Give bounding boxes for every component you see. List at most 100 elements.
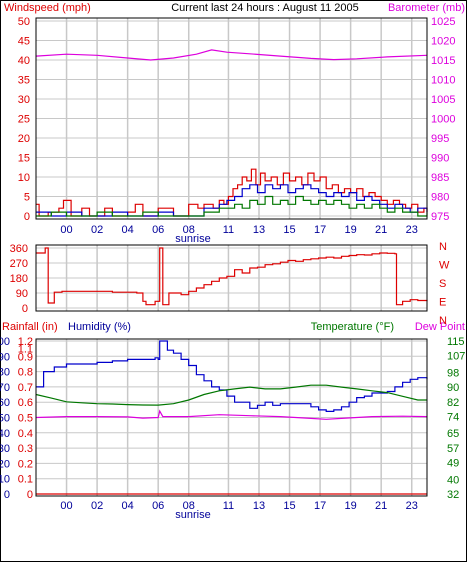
barometer-tick-label-6: 1005 xyxy=(431,94,455,106)
temperature-tick-label-5: 74 xyxy=(447,412,459,424)
barometer-tick-label-4: 995 xyxy=(431,133,449,145)
x-tick-label-1-9: 19 xyxy=(345,500,357,512)
compass-label-0: N xyxy=(439,241,447,253)
barometer-axis-title: Barometer (mb) xyxy=(388,2,465,14)
barometer-tick-label-3: 990 xyxy=(431,153,449,165)
rainfall-tick-label-2: 0.2 xyxy=(18,458,33,470)
x-tick-label-1-7: 15 xyxy=(283,500,295,512)
humidity-axis-title: Humidity (%) xyxy=(68,321,131,333)
series-line-humidity- xyxy=(36,340,428,412)
x-tick-label-0-4: 08 xyxy=(183,224,195,236)
wind-tick-label-1: 5 xyxy=(24,192,30,204)
rainfall-tick-label-7: 0.7 xyxy=(18,382,33,394)
x-tick-label-1-4: 08 xyxy=(183,500,195,512)
x-tick-label-0-1: 02 xyxy=(91,224,103,236)
rainfall-tick-label-5: 0.5 xyxy=(18,413,33,425)
x-tick-label-1-8: 17 xyxy=(314,500,326,512)
rainfall-tick-label-6: 0.6 xyxy=(18,397,33,409)
wind-tick-label-9: 45 xyxy=(18,36,30,48)
barometer-tick-label-0: 975 xyxy=(431,211,449,223)
x-tick-label-0-7: 15 xyxy=(283,224,295,236)
wind-tick-label-5: 25 xyxy=(18,114,30,126)
sunrise-label-bottom: sunrise xyxy=(175,509,210,521)
x-tick-label-0-5: 11 xyxy=(223,224,234,236)
dewpoint-axis-title: Dew Point xyxy=(415,321,465,333)
series-line-barometer-mb- xyxy=(35,49,428,61)
temperature-tick-label-6: 82 xyxy=(447,397,459,409)
x-tick-label-1-3: 06 xyxy=(152,500,164,512)
temperature-tick-label-10: 115 xyxy=(447,336,465,348)
humidity-tick-label-0: 0 xyxy=(4,489,10,501)
temperature-tick-label-7: 90 xyxy=(447,382,459,394)
barometer-tick-label-2: 985 xyxy=(431,172,449,184)
direction-tick-label-1: 90 xyxy=(16,288,28,300)
x-tick-label-1-1: 02 xyxy=(91,500,103,512)
barometer-tick-label-1: 980 xyxy=(431,192,449,204)
rainfall-tick-label-8: 0.8 xyxy=(18,367,33,379)
plot-area-2 xyxy=(35,338,428,497)
humidity-tick-label-1: 10 xyxy=(0,474,10,486)
humidity-tick-label-9: 90 xyxy=(0,351,10,363)
x-tick-label-1-11: 23 xyxy=(406,500,418,512)
series-line-windspeed-mph- xyxy=(36,168,428,217)
direction-tick-label-3: 270 xyxy=(10,258,28,270)
wind-tick-label-7: 35 xyxy=(18,75,30,87)
temperature-axis-title: Temperature (°F) xyxy=(311,321,394,333)
plot-area-0 xyxy=(35,17,428,220)
rainfall-axis-title: Rainfall (in) xyxy=(2,321,58,333)
sunrise-label-top: sunrise xyxy=(175,233,210,245)
direction-tick-label-4: 360 xyxy=(10,243,28,255)
x-tick-label-0-0: 00 xyxy=(60,224,72,236)
temperature-tick-label-9: 107 xyxy=(447,351,465,363)
humidity-tick-label-5: 50 xyxy=(0,413,10,425)
wind-tick-label-4: 20 xyxy=(18,133,30,145)
x-tick-label-0-6: 13 xyxy=(253,224,265,236)
barometer-tick-label-9: 1020 xyxy=(431,36,455,48)
windspeed-axis-title: Windspeed (mph) xyxy=(4,2,91,14)
rainfall-tick-label-4: 0.4 xyxy=(18,428,33,440)
barometer-tick-label-8: 1015 xyxy=(431,55,455,67)
humidity-tick-label-8: 80 xyxy=(0,367,10,379)
wind-tick-label-2: 10 xyxy=(18,172,30,184)
rainfall-tick-label-11: 1.2 xyxy=(18,336,33,348)
series-line-gust xyxy=(36,184,428,217)
x-tick-label-0-2: 04 xyxy=(122,224,134,236)
rainfall-tick-label-10: 1.1 xyxy=(18,344,33,356)
barometer-tick-label-10: 1025 xyxy=(431,16,455,28)
x-tick-label-0-11: 23 xyxy=(406,224,418,236)
compass-label-1: W xyxy=(439,260,450,272)
wind-tick-label-6: 30 xyxy=(18,94,30,106)
wind-tick-label-0: 0 xyxy=(24,211,30,223)
x-tick-label-1-5: 11 xyxy=(223,500,234,512)
x-tick-label-0-8: 17 xyxy=(314,224,326,236)
x-tick-label-1-0: 00 xyxy=(60,500,72,512)
series-line-dew-point xyxy=(35,409,428,420)
temperature-tick-label-1: 40 xyxy=(447,474,459,486)
plot-area-1 xyxy=(35,244,428,312)
direction-tick-label-2: 180 xyxy=(10,273,28,285)
humidity-tick-label-7: 70 xyxy=(0,382,10,394)
x-tick-label-1-2: 04 xyxy=(122,500,134,512)
x-tick-label-1-6: 13 xyxy=(253,500,265,512)
barometer-tick-label-5: 1000 xyxy=(431,114,455,126)
wind-tick-label-10: 50 xyxy=(18,16,30,28)
barometer-tick-label-7: 1010 xyxy=(431,75,455,87)
temperature-tick-label-2: 49 xyxy=(447,458,459,470)
x-tick-label-0-9: 19 xyxy=(345,224,357,236)
compass-label-4: N xyxy=(439,315,447,327)
series-line-wind-direction xyxy=(36,247,428,306)
x-tick-label-0-10: 21 xyxy=(375,224,387,236)
temperature-tick-label-4: 65 xyxy=(447,428,459,440)
series-line-average xyxy=(36,195,428,217)
rainfall-tick-label-0: 0 xyxy=(27,489,33,501)
series-line-temperature-f- xyxy=(35,384,427,406)
compass-label-2: S xyxy=(439,278,446,290)
humidity-tick-label-3: 30 xyxy=(0,443,10,455)
temperature-tick-label-3: 57 xyxy=(447,443,459,455)
humidity-tick-label-2: 20 xyxy=(0,458,10,470)
x-tick-label-0-3: 06 xyxy=(152,224,164,236)
rainfall-tick-label-9: 0.9 xyxy=(18,351,33,363)
rainfall-tick-label-3: 0.3 xyxy=(18,443,33,455)
